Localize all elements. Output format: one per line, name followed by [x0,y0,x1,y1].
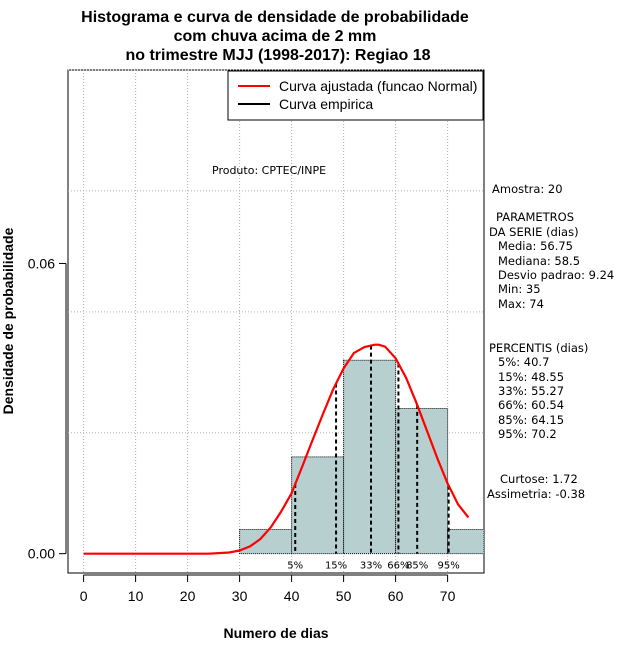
x-tick-label-2: 20 [180,588,196,604]
legend-box [227,70,484,121]
percentile-label-3: 66% [387,561,409,572]
legend-label-fitted: Curva ajustada (funcao Normal) [279,78,477,94]
side-max: Max: 74 [498,297,544,311]
side-p66: 66%: 60.54 [498,398,564,412]
chart-title-line-3: no trimestre MJJ (1998-2017): Regiao 18 [125,47,430,64]
grid-layer [68,69,484,573]
legend-label-empirical: Curva empirica [279,96,373,112]
percentile-label-4: 85% [406,561,428,572]
side-p33: 33%: 55.27 [498,384,564,398]
curve-layer [83,343,470,555]
chart-title-line-2: com chuva acima de 2 mm [174,28,377,45]
side-curtose: Curtose: 1.72 [500,472,578,486]
x-tick-label-0: 0 [80,588,88,604]
side-parametros-title: PARAMETROS [496,210,574,224]
y-tick-label-0: 0.00 [28,546,55,562]
y-axis-title: Densidade de probabilidade [0,227,16,414]
side-p85: 85%: 64.15 [498,413,564,427]
percentile-label-2: 33% [360,561,382,572]
histogram-bars [239,359,485,555]
axis-layer: 0 10 20 30 40 50 60 70 0.00 0.06 [28,255,456,604]
side-assimetria: Assimetria: -0.38 [487,487,585,501]
side-amostra: Amostra: 20 [492,182,563,196]
y-tick-label-1: 0.06 [28,255,55,271]
percentile-label-1: 15% [325,561,347,572]
side-p15: 15%: 48.55 [498,370,564,384]
product-label: Produto: CPTEC/INPE [212,164,326,177]
x-tick-label-7: 70 [440,588,456,604]
side-p5: 5%: 40.7 [498,355,549,369]
side-mediana: Mediana: 58.5 [498,254,580,268]
side-p95: 95%: 70.2 [498,427,557,441]
side-desvio: Desvio padrao: 9.24 [498,268,614,282]
side-panel: Amostra: 20 PARAMETROS DA SERIE (dias) M… [487,182,614,501]
percentile-label-0: 5% [287,561,303,572]
histogram-bar-3 [395,408,449,555]
chart-title-line-1: Histograma e curva de densidade de proba… [81,9,469,26]
fitted-normal-curve [83,343,470,555]
x-tick-label-4: 40 [284,588,300,604]
side-media: Media: 56.75 [498,239,573,253]
side-percentis-title: PERCENTIS (dias) [489,341,588,355]
percentile-label-5: 95% [438,561,460,572]
x-tick-label-5: 50 [336,588,352,604]
x-tick-label-3: 30 [232,588,248,604]
legend: Curva ajustada (funcao Normal) Curva emp… [227,70,484,121]
side-min: Min: 35 [498,282,541,296]
histogram-bar-4 [447,528,485,555]
x-axis-title: Numero de dias [223,625,328,641]
histogram-bar-2 [343,359,397,555]
side-parametros-subtitle: DA SERIE (dias) [489,225,579,239]
x-tick-label-1: 10 [128,588,144,604]
percentile-lines: 5% 15% 33% 66%85% 95% [287,345,460,572]
x-tick-label-6: 60 [388,588,404,604]
